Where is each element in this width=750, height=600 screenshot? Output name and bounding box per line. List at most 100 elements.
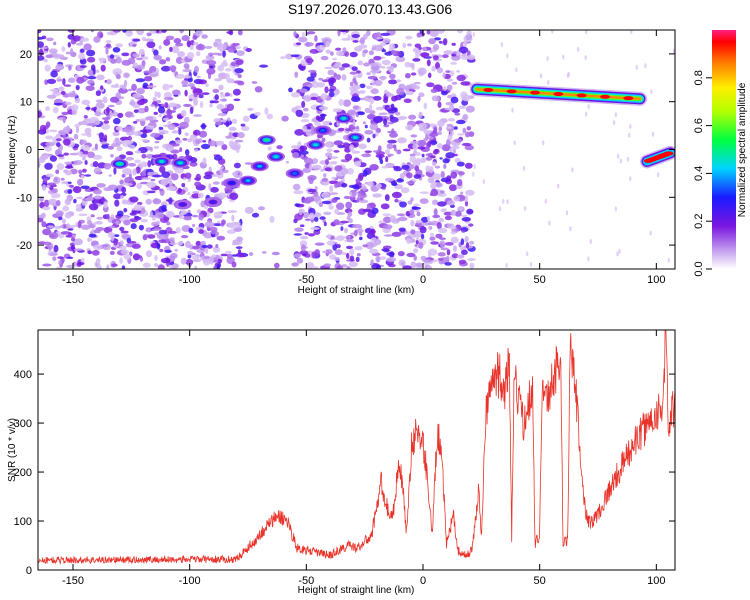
noise-speck (134, 204, 143, 211)
noise-speck (211, 52, 221, 56)
noise-speck (341, 183, 348, 188)
noise-speck (587, 104, 590, 110)
noise-speck (166, 186, 176, 191)
noise-speck (262, 251, 267, 254)
noise-speck (73, 248, 84, 251)
noise-speck (124, 176, 134, 184)
noise-speck (332, 108, 343, 113)
noise-speck (438, 40, 443, 44)
noise-speck (193, 114, 202, 117)
noise-speck (427, 72, 432, 79)
noise-speck (313, 216, 319, 222)
noise-speck (112, 30, 121, 33)
noise-speck (409, 155, 417, 163)
noise-speck (67, 228, 74, 231)
noise-speck (220, 94, 227, 98)
spectral-blob (273, 155, 279, 159)
noise-speck (418, 92, 425, 98)
noise-speck (441, 54, 449, 59)
noise-speck (384, 177, 394, 182)
noise-speck (63, 138, 71, 146)
noise-speck (173, 106, 177, 111)
noise-speck (60, 177, 65, 181)
noise-speck (382, 213, 392, 217)
spectral-blob (159, 160, 165, 163)
noise-speck (146, 190, 156, 194)
noise-speck (343, 195, 351, 200)
noise-speck (144, 76, 153, 82)
noise-speck (437, 252, 446, 257)
noise-speck (136, 182, 142, 190)
noise-speck (118, 141, 122, 145)
noise-speck (306, 76, 315, 82)
noise-speck (349, 51, 358, 58)
noise-speck (98, 57, 106, 61)
noise-speck (214, 78, 222, 82)
noise-speck (447, 134, 453, 141)
noise-speck (220, 109, 227, 112)
noise-speck (419, 198, 429, 204)
noise-speck (439, 157, 443, 160)
noise-speck (584, 55, 587, 61)
noise-speck (420, 216, 429, 223)
noise-speck (156, 242, 161, 250)
noise-speck (38, 36, 44, 40)
noise-speck (80, 175, 85, 179)
noise-speck (429, 49, 433, 54)
noise-speck (110, 96, 120, 103)
noise-speck (217, 112, 227, 117)
noise-speck (57, 154, 65, 158)
noise-speck (182, 69, 192, 73)
noise-speck (391, 231, 402, 237)
noise-speck (375, 154, 385, 158)
noise-speck (86, 220, 93, 225)
noise-speck (64, 165, 74, 169)
noise-speck (352, 129, 361, 132)
noise-speck (445, 255, 450, 263)
noise-speck (95, 227, 105, 231)
x-tick-label: 50 (534, 575, 546, 587)
noise-speck (217, 220, 221, 224)
noise-speck (413, 255, 418, 261)
noise-speck (193, 92, 198, 98)
noise-speck (135, 166, 141, 174)
noise-speck (467, 258, 476, 261)
noise-speck (303, 107, 309, 112)
noise-speck (227, 117, 231, 122)
noise-speck (371, 228, 376, 236)
noise-speck (329, 122, 333, 126)
noise-speck (233, 162, 241, 169)
noise-speck (91, 107, 96, 111)
noise-speck (95, 69, 100, 74)
noise-speck (460, 238, 465, 246)
noise-speck (154, 140, 160, 144)
noise-speck (452, 148, 457, 154)
noise-speck (73, 238, 83, 246)
noise-speck (194, 181, 202, 187)
noise-speck (361, 153, 372, 158)
x-tick-label: -100 (179, 575, 201, 587)
noise-speck (414, 43, 421, 48)
noise-speck (358, 143, 367, 150)
noise-speck (376, 36, 384, 40)
noise-speck (169, 182, 173, 187)
noise-speck (45, 106, 50, 111)
noise-speck (119, 226, 125, 232)
noise-speck (127, 135, 132, 141)
noise-speck (396, 178, 404, 183)
noise-speck (175, 227, 181, 234)
noise-speck (220, 61, 229, 67)
y-tick-label: 10 (20, 97, 32, 109)
noise-speck (87, 79, 95, 85)
noise-speck (206, 60, 217, 66)
noise-speck (169, 264, 173, 269)
noise-speck (342, 47, 347, 54)
noise-speck (445, 101, 455, 106)
noise-speck (410, 219, 415, 227)
noise-speck (80, 224, 91, 230)
noise-speck (234, 68, 244, 74)
noise-speck (414, 55, 419, 59)
noise-speck (333, 256, 340, 261)
noise-speck (244, 206, 254, 214)
noise-speck (103, 163, 112, 170)
